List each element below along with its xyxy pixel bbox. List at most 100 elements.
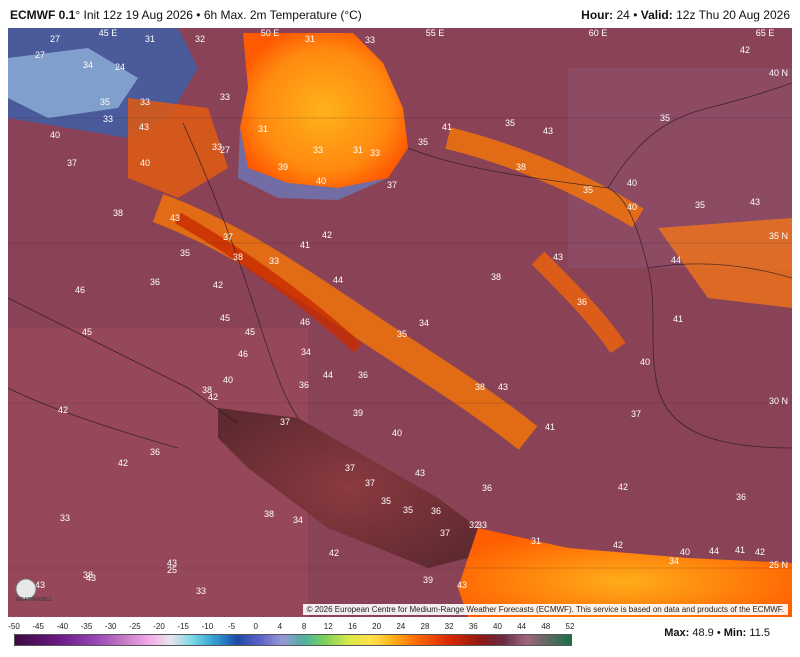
temperature-label: 36 bbox=[736, 492, 746, 502]
legend-tick-label: 28 bbox=[420, 622, 430, 631]
temperature-label: 31 bbox=[145, 34, 155, 44]
temperature-label: 42 bbox=[740, 45, 750, 55]
temperature-label: 33 bbox=[370, 148, 380, 158]
temperature-label: 36 bbox=[150, 447, 160, 457]
max-label: Max: bbox=[664, 627, 690, 639]
temperature-label: 31 bbox=[305, 34, 315, 44]
temperature-label: 40 bbox=[316, 176, 326, 186]
latitude-label: 40 N bbox=[769, 68, 788, 78]
temperature-label: 27 bbox=[50, 34, 60, 44]
legend-tick-label: -50 bbox=[8, 622, 20, 631]
temperature-label: 41 bbox=[673, 314, 683, 324]
longitude-label: 60 E bbox=[589, 28, 608, 38]
gulf-of-oman bbox=[458, 528, 792, 617]
legend-tick-label: -20 bbox=[153, 622, 165, 631]
temperature-label: 43 bbox=[415, 468, 425, 478]
temperature-label: 43 bbox=[86, 573, 96, 583]
temperature-label: 41 bbox=[545, 422, 555, 432]
persian-gulf bbox=[218, 408, 478, 568]
temperature-label: 37 bbox=[631, 409, 641, 419]
temperature-label: 43 bbox=[170, 213, 180, 223]
temperature-label: 43 bbox=[139, 122, 149, 132]
temperature-label: 42 bbox=[58, 405, 68, 415]
temperature-label: 38 bbox=[233, 252, 243, 262]
temperature-label: 34 bbox=[669, 556, 679, 566]
temperature-label: 43 bbox=[553, 252, 563, 262]
product-name: 6h Max. 2m Temperature (°C) bbox=[203, 8, 362, 22]
temperature-label: 34 bbox=[419, 318, 429, 328]
temperature-label: 33 bbox=[477, 520, 487, 530]
legend-tick-label: 0 bbox=[253, 622, 258, 631]
temperature-label: 31 bbox=[258, 124, 268, 134]
temperature-label: 35 bbox=[660, 113, 670, 123]
temperature-label: 43 bbox=[167, 558, 177, 568]
legend-tick-label: 16 bbox=[347, 622, 357, 631]
temperature-label: 41 bbox=[735, 545, 745, 555]
temperature-label: 46 bbox=[75, 285, 85, 295]
legend-tick-label: -45 bbox=[32, 622, 44, 631]
longitude-label: 65 E bbox=[756, 28, 775, 38]
latitude-label: 25 N bbox=[769, 560, 788, 570]
temperature-label: 35 bbox=[403, 505, 413, 515]
temperature-map: 45 E 50 E 55 E 60 E 65 E 40 N 35 N 30 N 25 N 27… bbox=[8, 28, 792, 617]
valid-value: 12z Thu 20 Aug 2026 bbox=[676, 8, 790, 22]
temperature-label: 37 bbox=[440, 528, 450, 538]
temperature-label: 40 bbox=[392, 428, 402, 438]
temperature-label: 38 bbox=[264, 509, 274, 519]
temperature-label: 42 bbox=[213, 280, 223, 290]
temperature-label: 36 bbox=[482, 483, 492, 493]
temperature-label: 42 bbox=[118, 458, 128, 468]
temperature-label: 34 bbox=[83, 60, 93, 70]
temperature-label: 41 bbox=[442, 122, 452, 132]
temperature-label: 43 bbox=[498, 382, 508, 392]
temperature-label: 33 bbox=[196, 586, 206, 596]
temperature-label: 36 bbox=[150, 277, 160, 287]
temperature-label: 35 bbox=[100, 97, 110, 107]
legend-colorbar bbox=[14, 634, 572, 646]
legend-tick-label: -10 bbox=[201, 622, 214, 631]
graticule bbox=[8, 117, 792, 569]
valid-label: Valid: bbox=[640, 8, 673, 22]
eastern-warm-streak bbox=[531, 251, 626, 354]
temperature-label: 31 bbox=[531, 536, 541, 546]
model-name: ECMWF 0.1 bbox=[10, 8, 76, 22]
temperature-label: 44 bbox=[671, 255, 681, 265]
temperature-label: 33 bbox=[212, 142, 222, 152]
temperature-label: 35 bbox=[583, 185, 593, 195]
afghanistan-warm-zone bbox=[658, 218, 792, 308]
temperature-label: 34 bbox=[293, 515, 303, 525]
header-left: ECMWF 0.1° Init 12z 19 Aug 2026 • 6h Max… bbox=[10, 8, 362, 22]
legend-tick-label: -15 bbox=[177, 622, 189, 631]
legend-tick-label: 52 bbox=[565, 622, 575, 631]
temperature-label: 36 bbox=[299, 380, 309, 390]
legend-tick-label: 24 bbox=[396, 622, 406, 631]
temperature-label: 40 bbox=[223, 375, 233, 385]
temperature-label: 38 bbox=[516, 162, 526, 172]
longitude-labels: 45 E 50 E 55 E 60 E 65 E bbox=[99, 28, 775, 38]
temperature-label: 39 bbox=[353, 408, 363, 418]
temperature-label: 33 bbox=[269, 256, 279, 266]
bullet-2: • bbox=[633, 8, 638, 22]
temperature-label: 35 bbox=[381, 496, 391, 506]
logo-text: WEATHERBELL bbox=[16, 597, 53, 603]
temperature-label: 38 bbox=[113, 208, 123, 218]
warm-band-west bbox=[128, 98, 228, 198]
temperature-label: 37 bbox=[365, 478, 375, 488]
temperature-label: 45 bbox=[245, 327, 255, 337]
temperature-label: 42 bbox=[208, 392, 218, 402]
temperature-label: 32 bbox=[195, 34, 205, 44]
min-label: Min: bbox=[723, 627, 747, 639]
temperature-label: 39 bbox=[278, 162, 288, 172]
temperature-label: 36 bbox=[358, 370, 368, 380]
legend-tick-label: 20 bbox=[372, 622, 382, 631]
temperature-label: 35 bbox=[695, 200, 705, 210]
legend-tick-label: -25 bbox=[129, 622, 141, 631]
max-min-readout: Max: 48.9 • Min: 11.5 bbox=[664, 627, 770, 639]
temperature-label: 35 bbox=[505, 118, 515, 128]
temperature-label: 42 bbox=[618, 482, 628, 492]
legend-tick-label: -5 bbox=[228, 622, 236, 631]
temperature-label: 34 bbox=[301, 347, 311, 357]
temperature-label: 41 bbox=[300, 240, 310, 250]
temperature-label: 38 bbox=[491, 272, 501, 282]
temperature-label: 25 bbox=[167, 565, 177, 575]
